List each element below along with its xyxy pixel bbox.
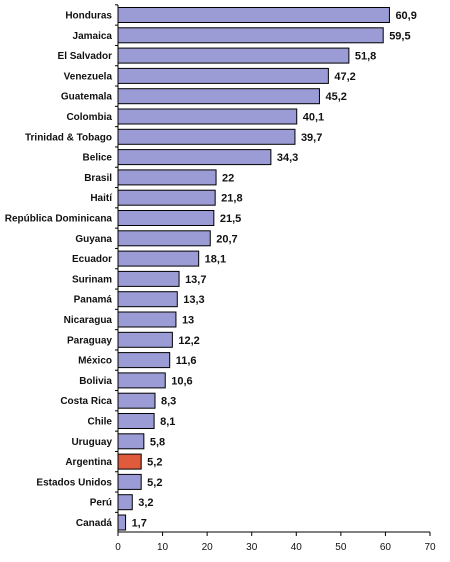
axes: Honduras 60,9 Jamaica 59,5 El Salvador 51,8 Ve…: [5, 4, 436, 553]
category-label-chile: Chile: [88, 417, 113, 428]
category-label-estados-unidos: Estados Unidos: [36, 477, 112, 488]
bar-el-salvador: [117, 47, 350, 64]
category-label-trinidad-tobago: Trinidad & Tobago: [25, 132, 112, 143]
category-label-guyana: Guyana: [75, 234, 112, 245]
value-label-jamaica: 59,5: [389, 30, 410, 42]
category-label-venezuela: Venezuela: [64, 71, 113, 82]
category-label-canada: Canadá: [76, 518, 113, 529]
bar-uruguay: [117, 433, 145, 450]
value-label-venezuela: 47,2: [334, 71, 355, 83]
value-label-nicaragua: 13: [182, 315, 194, 327]
bar-bolivia: [117, 372, 166, 389]
x-tick-label: 60: [380, 542, 392, 553]
value-label-guyana: 20,7: [216, 233, 237, 245]
value-label-brasil: 22: [222, 172, 234, 184]
bar-mexico: [117, 352, 171, 369]
category-label-belice: Belice: [83, 153, 113, 164]
value-label-belice: 34,3: [277, 152, 298, 164]
category-label-haiti: Haití: [90, 193, 113, 204]
value-label-surinam: 13,7: [185, 274, 206, 286]
category-label-colombia: Colombia: [66, 112, 112, 123]
value-label-argentina: 5,2: [147, 457, 162, 469]
value-label-estados-unidos: 5,2: [147, 477, 162, 489]
bar-peru: [117, 494, 133, 511]
bar-trinidad-tobago: [117, 128, 296, 145]
value-label-chile: 8,1: [160, 416, 175, 428]
value-label-peru: 3,2: [138, 497, 153, 509]
value-label-bolivia: 10,6: [171, 375, 192, 387]
value-label-canada: 1,7: [132, 518, 147, 530]
value-label-trinidad-tobago: 39,7: [301, 132, 322, 144]
value-label-uruguay: 5,8: [150, 436, 165, 448]
bar-belice: [117, 149, 272, 166]
bar-republica-dominicana: [117, 210, 215, 226]
value-label-ecuador: 18,1: [205, 254, 226, 266]
category-label-argentina: Argentina: [65, 457, 112, 468]
x-tick-label: 40: [291, 542, 303, 553]
bar-honduras: [117, 7, 390, 23]
value-label-haiti: 21,8: [221, 193, 242, 205]
bar-venezuela: [117, 67, 329, 84]
bar-costa-rica: [117, 392, 156, 409]
value-label-costa-rica: 8,3: [161, 396, 176, 408]
category-label-brasil: Brasil: [84, 173, 112, 184]
value-label-republica-dominicana: 21,5: [220, 213, 241, 225]
category-label-peru: Perú: [90, 498, 112, 509]
category-label-costa-rica: Costa Rica: [60, 396, 112, 407]
x-tick-label: 20: [202, 542, 214, 553]
bars: [117, 7, 390, 531]
bar-brasil: [117, 169, 217, 186]
category-label-panama: Panamá: [74, 295, 113, 306]
category-label-republica-dominicana: República Dominicana: [5, 214, 113, 225]
value-label-el-salvador: 51,8: [355, 51, 376, 63]
bar-jamaica: [117, 27, 384, 44]
value-label-colombia: 40,1: [303, 112, 324, 124]
bar-colombia: [117, 108, 298, 125]
bar-argentina: [117, 453, 142, 470]
x-tick-label: 50: [335, 542, 347, 553]
bar-paraguay: [117, 331, 173, 348]
x-tick-label: 10: [157, 542, 169, 553]
category-label-paraguay: Paraguay: [67, 335, 112, 346]
bar-nicaragua: [117, 311, 177, 328]
bar-guatemala: [117, 88, 320, 105]
bar-ecuador: [117, 250, 200, 267]
category-label-el-salvador: El Salvador: [58, 51, 113, 62]
category-label-guatemala: Guatemala: [61, 92, 113, 103]
bar-canada: [117, 514, 127, 531]
bar-panama: [117, 291, 178, 308]
category-label-nicaragua: Nicaragua: [64, 315, 113, 326]
value-label-panama: 13,3: [183, 294, 204, 306]
value-label-mexico: 11,6: [176, 355, 197, 367]
category-label-ecuador: Ecuador: [72, 254, 112, 265]
x-tick-label: 0: [115, 542, 121, 553]
category-label-mexico: México: [78, 356, 112, 367]
x-tick-label: 30: [246, 542, 258, 553]
category-label-bolivia: Bolivia: [79, 376, 112, 387]
bar-guyana: [117, 230, 211, 247]
value-label-paraguay: 12,2: [178, 335, 199, 347]
bar-chile: [117, 413, 155, 429]
value-label-honduras: 60,9: [395, 10, 416, 22]
bar-surinam: [117, 270, 180, 287]
value-label-guatemala: 45,2: [325, 91, 346, 103]
category-label-honduras: Honduras: [65, 11, 112, 22]
x-tick-label: 70: [424, 542, 436, 553]
category-label-jamaica: Jamaica: [73, 31, 113, 42]
bar-haiti: [117, 189, 216, 206]
bar-estados-unidos: [117, 473, 142, 490]
category-label-surinam: Surinam: [72, 274, 112, 285]
category-label-uruguay: Uruguay: [71, 437, 112, 448]
